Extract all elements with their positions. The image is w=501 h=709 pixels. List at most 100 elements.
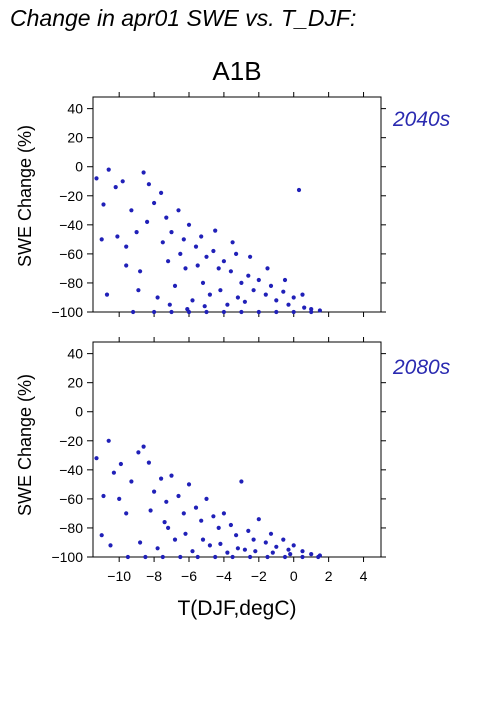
scatter-point <box>248 554 253 560</box>
scatter-point <box>234 251 239 256</box>
scatter-panel-2080s: SWE Change (%) 2080s −100−80−60−40−20020… <box>15 337 451 584</box>
y-tick-label: −20 <box>59 188 83 204</box>
scatter-point <box>300 549 305 554</box>
scatter-point <box>246 273 251 278</box>
y-tick-label: −40 <box>59 217 83 233</box>
scatter-point <box>181 511 186 516</box>
scatter-point <box>160 554 165 560</box>
scatter-point <box>221 511 226 516</box>
y-tick-label: −20 <box>59 433 83 449</box>
y-axis-label: SWE Change (%) <box>15 125 35 267</box>
scatter-point <box>216 266 221 271</box>
x-tick-label: −4 <box>216 568 232 584</box>
scatter-point <box>159 476 164 481</box>
scatter-point <box>204 496 209 501</box>
x-tick-label: −8 <box>146 568 162 584</box>
scatter-point <box>207 543 212 548</box>
scatter-point <box>213 554 218 560</box>
y-tick-label: 40 <box>67 101 83 117</box>
scatter-point <box>99 533 104 538</box>
y-tick-label: −60 <box>59 491 83 507</box>
y-tick-label: −60 <box>59 246 83 262</box>
scatter-point <box>230 240 235 245</box>
scatter-point <box>145 219 150 224</box>
scatter-point <box>239 309 244 315</box>
figure-title: Change in apr01 SWE vs. T_DJF: <box>10 5 356 31</box>
y-tick-label: −100 <box>51 549 83 565</box>
scatter-point <box>199 518 204 523</box>
x-tick-label: 2 <box>325 568 333 584</box>
scatter-point <box>101 493 106 499</box>
scatter-point <box>221 259 226 264</box>
scatter-point <box>234 533 239 538</box>
scatter-point <box>242 547 247 552</box>
scatter-point <box>183 266 188 271</box>
scatter-point <box>108 543 113 548</box>
scatter-point <box>291 309 296 315</box>
y-axis-label: SWE Change (%) <box>15 374 35 516</box>
scatter-point <box>256 309 261 315</box>
scatter-point <box>300 292 305 297</box>
scatter-point <box>138 540 143 545</box>
scatter-point <box>253 549 258 554</box>
scatter-point <box>115 234 120 239</box>
scatter-point <box>281 537 286 542</box>
scatter-panel-2040s: SWE Change (%) 2040s −100 −80 −60 −40 −20 0 20… <box>15 92 451 320</box>
scatter-point <box>124 244 129 249</box>
scatter-point <box>106 167 111 172</box>
scatter-point <box>309 307 314 312</box>
scatter-point <box>155 295 160 300</box>
scatter-point <box>291 543 296 548</box>
y-tick-label: −40 <box>59 462 83 478</box>
scatter-point <box>104 292 110 297</box>
scatter-point <box>134 230 139 235</box>
scatter-point <box>176 493 181 499</box>
scatter-point <box>228 522 233 528</box>
scatter-point <box>286 547 291 552</box>
scatter-point <box>164 499 169 504</box>
scatter-point <box>185 307 190 312</box>
x-tick-label: 0 <box>290 568 298 584</box>
scatter-point <box>282 277 288 283</box>
scatter-point <box>124 511 129 516</box>
scatter-point <box>300 554 305 560</box>
x-tick-label: −6 <box>181 568 197 584</box>
scatter-point <box>211 248 216 254</box>
scatter-point <box>172 283 178 288</box>
scatter-point <box>296 187 302 193</box>
scatter-point <box>141 444 146 449</box>
scatter-point <box>281 289 286 294</box>
scatter-point <box>265 266 270 271</box>
scatter-point <box>138 269 143 274</box>
x-tick-label: 4 <box>360 568 368 584</box>
plot-frame <box>92 96 382 313</box>
scatter-point <box>143 554 148 560</box>
scatter-point <box>152 309 157 315</box>
scatter-point <box>251 288 256 293</box>
x-tick-label: −2 <box>251 568 267 584</box>
scatter-point <box>118 461 123 467</box>
scatter-point <box>99 237 104 242</box>
scatter-point <box>106 438 111 443</box>
y-tick-label: 0 <box>75 159 83 175</box>
scatter-point <box>181 237 186 242</box>
scatter-point <box>246 528 251 534</box>
scatter-point <box>199 234 204 239</box>
scatter-point <box>251 537 256 542</box>
scatter-point <box>221 309 226 315</box>
scatter-point <box>113 185 118 190</box>
scatter-point <box>195 263 200 268</box>
scatter-point <box>265 554 270 560</box>
scatter-point <box>225 302 230 307</box>
plot-frame <box>92 341 382 558</box>
scatter-point <box>94 176 99 181</box>
scatter-point <box>263 292 268 297</box>
scatter-point <box>193 505 199 510</box>
scatter-point <box>146 460 151 465</box>
scatter-point <box>200 537 206 542</box>
scatter-point <box>186 222 192 227</box>
y-tick-label: 20 <box>67 130 83 146</box>
scatter-point <box>239 280 244 285</box>
scatter-point <box>162 520 167 525</box>
